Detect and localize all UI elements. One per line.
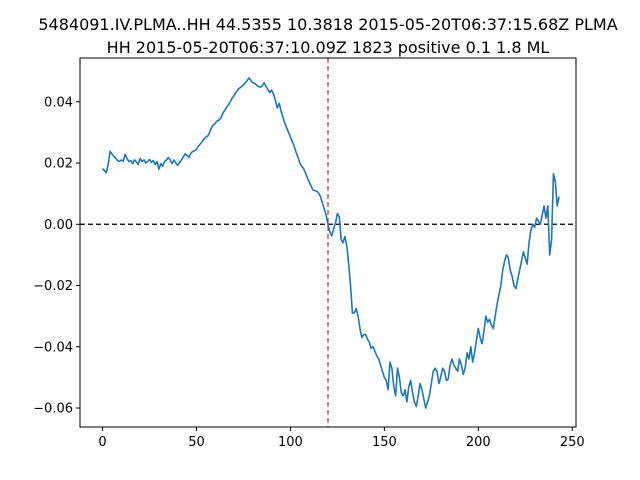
axes-frame — [79, 57, 577, 428]
x-tick-label: 200 — [466, 435, 491, 450]
y-tick-label: 0.02 — [44, 157, 73, 172]
waveform-series-line — [101, 77, 560, 409]
y-tick-label: 0.00 — [44, 218, 73, 233]
x-tick-label: 250 — [560, 435, 585, 450]
x-tick-label: 50 — [188, 435, 205, 450]
y-tick-label: −0.04 — [33, 340, 73, 355]
y-tick-label: 0.04 — [44, 95, 73, 110]
chart-title-line-1: 5484091.IV.PLMA..HH 44.5355 10.3818 2015… — [38, 15, 617, 34]
y-axis: −0.06 −0.04 −0.02 0.00 0.02 0.04 — [33, 95, 80, 417]
chart-title-line-2: HH 2015-05-20T06:37:10.09Z 1823 positive… — [107, 38, 550, 57]
y-tick-label: −0.06 — [33, 402, 73, 417]
x-tick-label: 150 — [372, 435, 397, 450]
x-axis: 0 50 100 150 200 250 — [98, 427, 585, 450]
x-tick-label: 0 — [98, 435, 106, 450]
y-tick-label: −0.02 — [33, 279, 73, 294]
plot-area — [80, 58, 576, 427]
x-tick-label: 100 — [278, 435, 303, 450]
